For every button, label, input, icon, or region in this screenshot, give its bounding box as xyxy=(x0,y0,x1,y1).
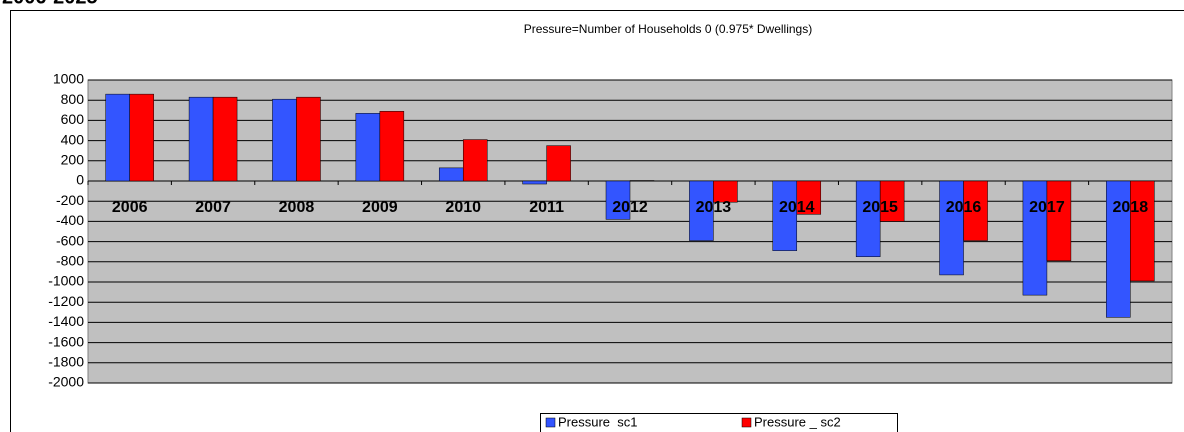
bar xyxy=(546,145,571,182)
legend-label: Pressure _ sc2 xyxy=(754,414,841,429)
y-tick-label: -400 xyxy=(56,212,84,228)
bar xyxy=(879,180,905,222)
legend-box xyxy=(540,413,898,432)
bar xyxy=(522,180,547,185)
x-tick-label: 2017 xyxy=(1029,199,1065,216)
plot-area xyxy=(87,79,1173,384)
bar xyxy=(629,180,655,182)
y-tick-label: -200 xyxy=(56,192,84,208)
bar xyxy=(855,180,881,257)
y-tick-label: -1000 xyxy=(48,273,84,289)
y-tick-label: -1200 xyxy=(48,293,84,309)
y-tick-label: 600 xyxy=(61,111,85,127)
bar xyxy=(212,96,238,182)
x-tick-label: 2016 xyxy=(946,199,982,216)
bar xyxy=(772,180,798,251)
x-tick-label: 2018 xyxy=(1113,199,1149,216)
legend-label: Pressure sc1 xyxy=(558,414,637,429)
bar xyxy=(1046,180,1072,262)
x-tick-label: 2007 xyxy=(195,199,231,216)
x-tick-label: 2013 xyxy=(696,199,732,216)
x-tick-label: 2010 xyxy=(445,199,481,216)
bar xyxy=(1130,180,1155,282)
y-tick-label: -1600 xyxy=(48,333,84,349)
bar xyxy=(296,96,321,182)
x-tick-label: 2008 xyxy=(279,199,315,216)
x-tick-label: 2011 xyxy=(529,199,564,216)
x-tick-label: 2006 xyxy=(112,199,148,216)
bar xyxy=(272,98,297,182)
y-tick-label: 0 xyxy=(76,172,84,188)
bar xyxy=(105,93,130,182)
legend-swatch xyxy=(741,417,752,428)
y-tick-label: 800 xyxy=(61,91,85,107)
x-tick-label: 2009 xyxy=(362,199,398,216)
y-tick-label: -1800 xyxy=(48,354,84,370)
bar xyxy=(963,180,988,241)
bar xyxy=(1022,180,1048,296)
y-tick-label: 1000 xyxy=(53,71,84,87)
bar xyxy=(605,180,631,220)
page-heading: 2006-2025 xyxy=(2,0,98,8)
y-tick-label: -600 xyxy=(56,232,84,248)
y-tick-label: 200 xyxy=(61,152,85,168)
chart-title: Pressure=Number of Households 0 (0.975* … xyxy=(524,22,812,36)
bar xyxy=(129,93,154,182)
legend-swatch xyxy=(545,417,556,428)
bar xyxy=(379,111,405,182)
bar xyxy=(462,139,488,182)
bar xyxy=(796,180,822,215)
bar xyxy=(939,180,964,276)
bar xyxy=(713,180,738,203)
y-tick-label: -1400 xyxy=(48,313,84,329)
x-tick-label: 2014 xyxy=(779,199,815,216)
y-tick-label: 400 xyxy=(61,131,85,147)
y-tick-label: -2000 xyxy=(48,374,84,390)
bar xyxy=(355,113,381,182)
bar xyxy=(689,180,714,241)
y-tick-label: -800 xyxy=(56,253,84,269)
bar xyxy=(438,167,464,182)
x-tick-label: 2012 xyxy=(612,199,648,216)
x-tick-label: 2015 xyxy=(862,199,898,216)
bar xyxy=(188,96,214,182)
